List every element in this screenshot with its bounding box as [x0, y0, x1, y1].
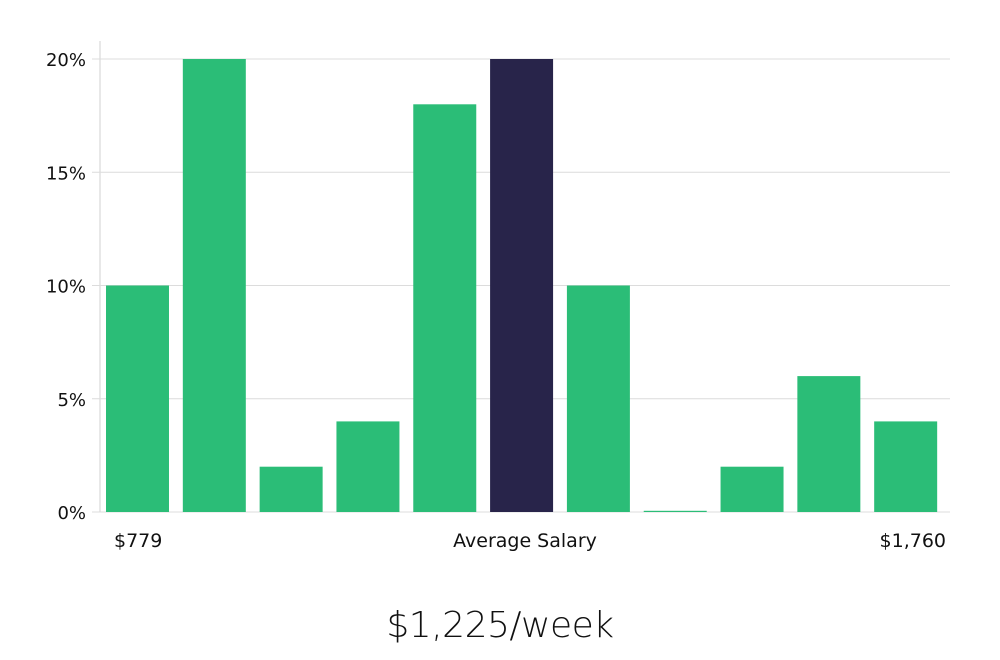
- x-label-min: $779: [114, 530, 162, 552]
- y-axis-ticks: 0% 5% 10% 15% 20%: [46, 50, 86, 524]
- bar: [566, 285, 630, 512]
- bar: [797, 376, 861, 512]
- x-label-max: $1,760: [880, 530, 946, 552]
- y-tick-label: 20%: [46, 50, 86, 71]
- x-axis-labels: $779 Average Salary $1,760: [114, 530, 946, 552]
- bars-layer: [106, 59, 938, 513]
- y-tick-label: 15%: [46, 163, 86, 184]
- bar: [336, 421, 400, 512]
- y-tick-label: 0%: [57, 503, 86, 524]
- bar: [413, 104, 477, 513]
- y-tick-label: 10%: [46, 277, 86, 298]
- bar: [643, 510, 707, 512]
- average-salary-value: $1,225/week: [386, 605, 614, 646]
- bar: [106, 285, 169, 512]
- bar: [182, 59, 246, 512]
- bar-average-highlight: [490, 59, 554, 512]
- histogram-svg: 0% 5% 10% 15% 20% $779 Average Salary $1,760: [46, 41, 950, 552]
- y-tick-label: 5%: [57, 390, 86, 411]
- bar: [259, 466, 323, 512]
- bar: [874, 421, 938, 512]
- x-label-average: Average Salary: [453, 530, 597, 552]
- bar: [720, 466, 784, 512]
